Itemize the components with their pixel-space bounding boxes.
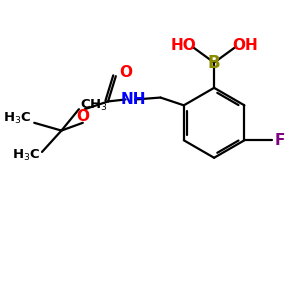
Text: H$_3$C: H$_3$C	[3, 111, 31, 127]
Text: H$_3$C: H$_3$C	[12, 148, 40, 164]
Text: OH: OH	[232, 38, 258, 52]
Text: O: O	[119, 65, 132, 80]
Text: F: F	[274, 133, 284, 148]
Text: HO: HO	[170, 38, 196, 52]
Text: O: O	[76, 110, 89, 124]
Text: CH$_3$: CH$_3$	[80, 98, 109, 113]
Text: NH: NH	[121, 92, 146, 107]
Text: B: B	[208, 54, 220, 72]
